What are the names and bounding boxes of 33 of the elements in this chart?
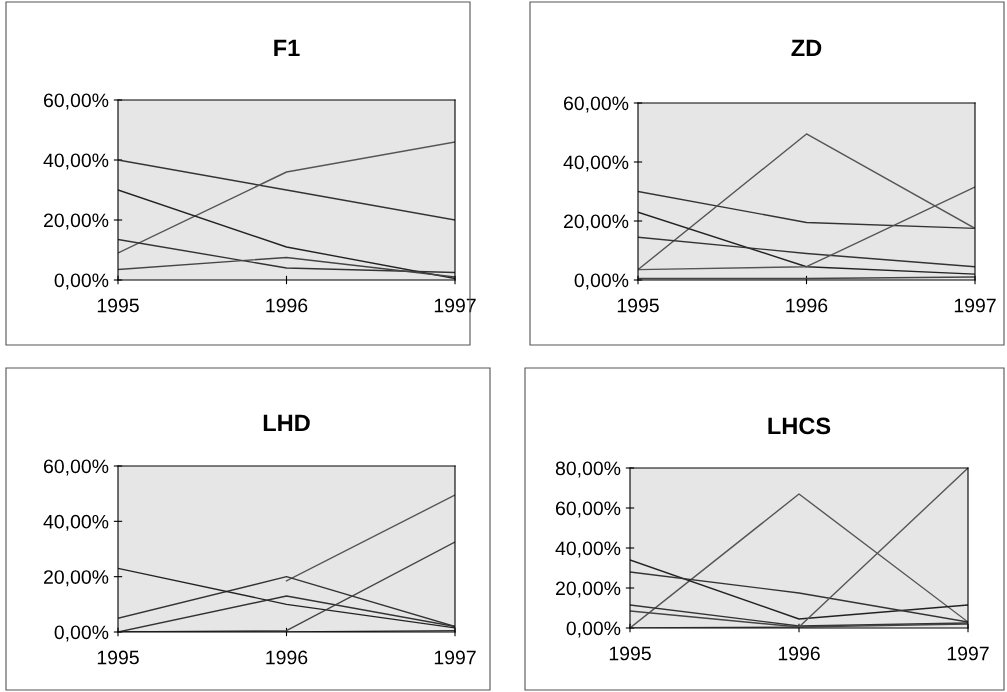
y-tick-label: 80,00% — [555, 461, 621, 478]
y-tick-label: 0,00% — [566, 621, 621, 638]
y-tick-label: 0,00% — [574, 273, 629, 290]
y-tick-label: 60,00% — [564, 96, 629, 113]
y-tick-label: 60,00% — [556, 501, 621, 518]
y-tick-label: 20,00% — [556, 581, 621, 598]
x-tick-label: 1996 — [266, 298, 308, 313]
y-tick-label: 60,00% — [44, 93, 109, 110]
chart-title: F1 — [274, 39, 300, 57]
y-tick-label: 40,00% — [43, 514, 109, 531]
chart-title: ZD — [791, 39, 822, 57]
chart-title: LHCS — [768, 417, 831, 435]
chart-title: LHD — [263, 414, 310, 432]
y-tick-label: 0,00% — [54, 625, 109, 642]
x-tick-label: 1997 — [434, 298, 476, 313]
x-tick-label: 1996 — [266, 650, 308, 665]
x-tick-label: 1997 — [434, 650, 476, 665]
x-tick-label: 1995 — [617, 298, 659, 313]
x-tick-label: 1995 — [609, 646, 651, 661]
x-tick-label: 1996 — [786, 298, 828, 313]
x-tick-label: 1997 — [947, 646, 989, 661]
y-tick-label: 20,00% — [564, 214, 629, 231]
x-tick-label: 1996 — [778, 646, 820, 661]
x-tick-label: 1997 — [954, 298, 996, 313]
x-tick-label: 1995 — [97, 298, 139, 313]
y-tick-label: 40,00% — [43, 153, 109, 170]
y-tick-label: 40,00% — [563, 155, 629, 172]
y-tick-label: 20,00% — [44, 570, 109, 587]
y-tick-label: 0,00% — [54, 273, 109, 290]
y-tick-label: 60,00% — [44, 459, 109, 476]
y-tick-label: 20,00% — [44, 213, 109, 230]
x-tick-label: 1995 — [97, 650, 139, 665]
y-tick-label: 40,00% — [555, 541, 621, 558]
